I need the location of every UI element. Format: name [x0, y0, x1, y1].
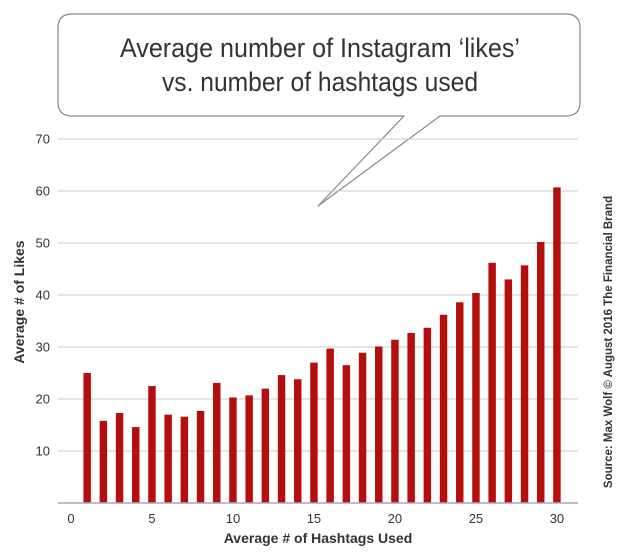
bar-1: [83, 373, 91, 503]
y-axis-title: Average # of Likes: [11, 240, 27, 363]
bar-27: [504, 279, 513, 503]
bar-30: [553, 187, 561, 504]
x-axis-title: Average # of Hashtags Used: [224, 530, 413, 546]
bar-5: [148, 386, 156, 503]
bar-11: [245, 395, 253, 503]
bar-29: [537, 241, 545, 503]
chart-title-line-2: vs. number of hashtags used: [162, 67, 478, 97]
bar-16: [326, 348, 334, 503]
x-tick-label: 15: [307, 511, 321, 526]
bar-3: [115, 413, 124, 503]
bar-24: [456, 302, 464, 503]
bar-8: [196, 410, 205, 503]
source-note: Source: Max Wolf © August 2016 The Finan…: [603, 196, 615, 488]
y-tick-label: 60: [36, 184, 50, 199]
bar-19: [375, 346, 383, 503]
y-tick-label: 20: [36, 392, 50, 407]
bar-18: [358, 352, 367, 503]
title-bubble: [57, 13, 581, 207]
bar-4: [132, 427, 140, 503]
y-tick-label: 70: [36, 132, 50, 147]
x-tick-label: 5: [148, 511, 155, 526]
y-tick-label: 10: [36, 444, 50, 459]
x-tick-label: 0: [67, 511, 74, 526]
x-tick-label: 20: [388, 511, 402, 526]
bar-23: [439, 314, 448, 503]
bar-25: [472, 292, 480, 503]
bar-17: [342, 365, 351, 503]
bar-20: [391, 339, 399, 503]
bar-7: [180, 416, 189, 503]
bar-13: [277, 375, 286, 503]
y-tick-label: 30: [36, 340, 50, 355]
title-callout: Average number of Instagram ‘likes’ vs. …: [57, 13, 581, 207]
bar-22: [423, 327, 432, 503]
bar-12: [261, 388, 270, 503]
bar-2: [99, 420, 108, 503]
bar-10: [229, 397, 237, 503]
bar-9: [213, 382, 221, 503]
bar-6: [164, 414, 172, 503]
x-tick-label: 25: [469, 511, 483, 526]
x-axis-ticks: 0 5 10 15 20 25 30: [67, 511, 564, 526]
x-tick-label: 30: [550, 511, 564, 526]
y-tick-label: 50: [36, 236, 50, 251]
bar-28: [520, 265, 529, 503]
bar-15: [310, 362, 318, 503]
chart-title-line-1: Average number of Instagram ‘likes’: [120, 33, 520, 63]
bar-21: [407, 332, 415, 503]
bars: [83, 187, 561, 504]
bar-26: [488, 262, 496, 503]
y-tick-label: 40: [36, 288, 50, 303]
y-axis-ticks: 10 20 30 40 50 60 70: [36, 132, 50, 459]
x-tick-label: 10: [226, 511, 240, 526]
bar-14: [294, 379, 302, 503]
grid: [58, 138, 578, 452]
